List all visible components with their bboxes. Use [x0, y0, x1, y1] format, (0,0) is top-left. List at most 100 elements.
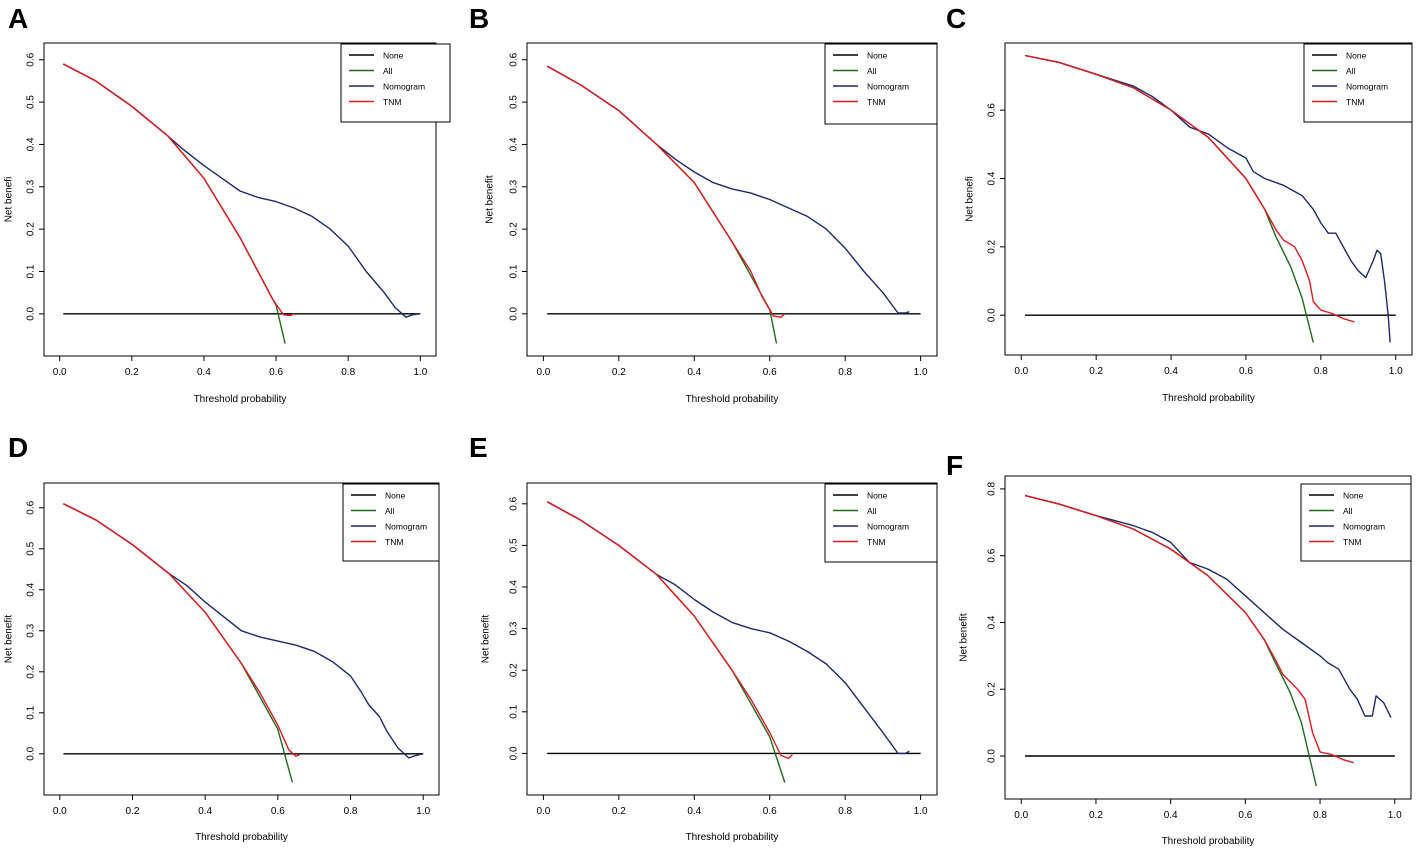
series-line-tnm — [1024, 54, 1355, 323]
legend: None All Nomogram TNM — [824, 43, 938, 125]
x-tick-label: 1.0 — [1388, 810, 1402, 821]
x-tick-label: 1.0 — [914, 367, 928, 378]
y-tick-label: 0.1 — [26, 705, 37, 719]
x-axis-label: Threshold probability — [1162, 393, 1255, 404]
legend-label-tnm: TNM — [867, 97, 885, 107]
series-line-tnm — [546, 65, 786, 318]
y-tick-label: 0.1 — [509, 704, 520, 718]
x-axis-label: Threshold probability — [194, 394, 287, 405]
panel-c: C 0.0 0.2 0.4 0.6 0.8 1.0 0.0 0.2 0.4 0.6 Threshold… — [946, 3, 1413, 404]
panel-label: F — [946, 450, 963, 481]
x-tick-label: 0.4 — [687, 806, 701, 817]
panel-label: D — [8, 432, 28, 463]
legend: None All Nomogram TNM — [1303, 43, 1413, 123]
x-tick-label: 0.0 — [536, 806, 550, 817]
series-group — [546, 501, 921, 783]
y-axis-label: Net benefit — [4, 615, 15, 664]
series-line-all — [546, 501, 786, 783]
plot-frame — [526, 482, 938, 796]
legend-box — [342, 483, 440, 562]
x-tick-label: 0.0 — [536, 367, 550, 378]
panel-a: A 0.0 0.2 0.4 0.6 0.8 1.0 0.0 0.1 0.2 0.3 0.4 0.5 0.6… — [4, 3, 451, 405]
x-tick-label: 0.8 — [341, 367, 355, 378]
series-group — [62, 63, 421, 344]
x-tick-label: 0.4 — [1164, 366, 1178, 377]
y-tick-label: 0.6 — [509, 496, 520, 510]
legend-label-tnm: TNM — [867, 537, 885, 547]
plot-frame — [43, 42, 437, 357]
y-tick-label: 0.1 — [26, 264, 37, 278]
legend-label-nomogram: Nomogram — [383, 82, 425, 92]
panel-label: B — [469, 3, 489, 34]
panel-label: E — [469, 432, 488, 463]
legend-label-all: All — [385, 506, 395, 516]
legend-box — [824, 483, 938, 563]
legend-box — [1303, 43, 1413, 123]
x-tick-label: 0.4 — [198, 806, 212, 817]
legend: None All Nomogram TNM — [1300, 483, 1412, 562]
x-tick-label: 0.6 — [1239, 366, 1253, 377]
series-group — [546, 65, 921, 344]
plot-frame — [1004, 475, 1412, 800]
legend: None All Nomogram TNM — [342, 483, 440, 562]
x-tick-label: 0.4 — [687, 367, 701, 378]
legend-label-none: None — [385, 491, 406, 501]
y-tick-label: 0.0 — [987, 749, 998, 763]
x-tick-label: 0.2 — [1089, 366, 1103, 377]
x-tick-label: 0.0 — [53, 806, 67, 817]
series-line-tnm — [1024, 494, 1354, 764]
x-tick-label: 0.0 — [53, 367, 67, 378]
plot-frame — [526, 42, 938, 357]
y-tick-label: 0.3 — [26, 623, 37, 637]
x-tick-label: 0.2 — [126, 806, 140, 817]
y-axis-label: Net benefi — [4, 177, 15, 223]
x-tick-label: 0.8 — [1313, 810, 1327, 821]
x-tick-label: 0.8 — [838, 367, 852, 378]
legend-box — [340, 43, 451, 123]
y-tick-label: 0.2 — [987, 682, 998, 696]
y-axis-label: Net benefit — [485, 175, 496, 224]
panel-label: A — [8, 3, 28, 34]
legend-box — [824, 43, 938, 125]
series-line-all — [546, 65, 778, 344]
x-tick-label: 0.6 — [763, 806, 777, 817]
y-tick-label: 0.3 — [26, 179, 37, 193]
series-group — [1024, 54, 1396, 343]
x-tick-label: 0.6 — [1238, 810, 1252, 821]
x-tick-label: 0.0 — [1014, 366, 1028, 377]
y-tick-label: 0.2 — [509, 222, 520, 236]
legend-label-all: All — [1343, 506, 1353, 516]
y-tick-label: 0.6 — [987, 103, 998, 117]
y-tick-label: 0.6 — [987, 548, 998, 562]
x-tick-label: 1.0 — [914, 806, 928, 817]
legend-label-nomogram: Nomogram — [867, 522, 909, 532]
legend-label-all: All — [867, 506, 877, 516]
y-tick-label: 0.0 — [26, 306, 37, 320]
y-axis-label: Net benefit — [959, 613, 970, 662]
legend-label-all: All — [867, 66, 877, 76]
y-tick-label: 0.6 — [26, 52, 37, 66]
legend-label-tnm: TNM — [383, 97, 401, 107]
y-tick-label: 0.6 — [26, 500, 37, 514]
legend-label-nomogram: Nomogram — [867, 82, 909, 92]
x-tick-label: 0.2 — [612, 806, 626, 817]
x-tick-label: 0.2 — [1089, 810, 1103, 821]
y-tick-label: 0.4 — [26, 582, 37, 596]
legend-label-nomogram: Nomogram — [385, 522, 427, 532]
x-tick-label: 0.2 — [125, 367, 139, 378]
y-tick-label: 0.0 — [509, 306, 520, 320]
legend-label-tnm: TNM — [1343, 537, 1361, 547]
y-tick-label: 0.4 — [987, 171, 998, 185]
legend-label-tnm: TNM — [1346, 97, 1364, 107]
legend-label-none: None — [867, 51, 888, 61]
series-line-all — [63, 503, 294, 783]
y-tick-label: 0.8 — [987, 482, 998, 496]
x-axis-label: Threshold probability — [686, 394, 779, 405]
legend-label-nomogram: Nomogram — [1346, 82, 1388, 92]
y-tick-label: 0.1 — [509, 264, 520, 278]
x-axis-label: Threshold probability — [686, 832, 779, 843]
legend-label-none: None — [383, 51, 404, 61]
panel-b: B 0.0 0.2 0.4 0.6 0.8 1.0 0.0 0.1 0.2 0.3 0.4 0.5 0.6… — [469, 3, 938, 405]
series-line-nomogram — [1024, 54, 1391, 343]
